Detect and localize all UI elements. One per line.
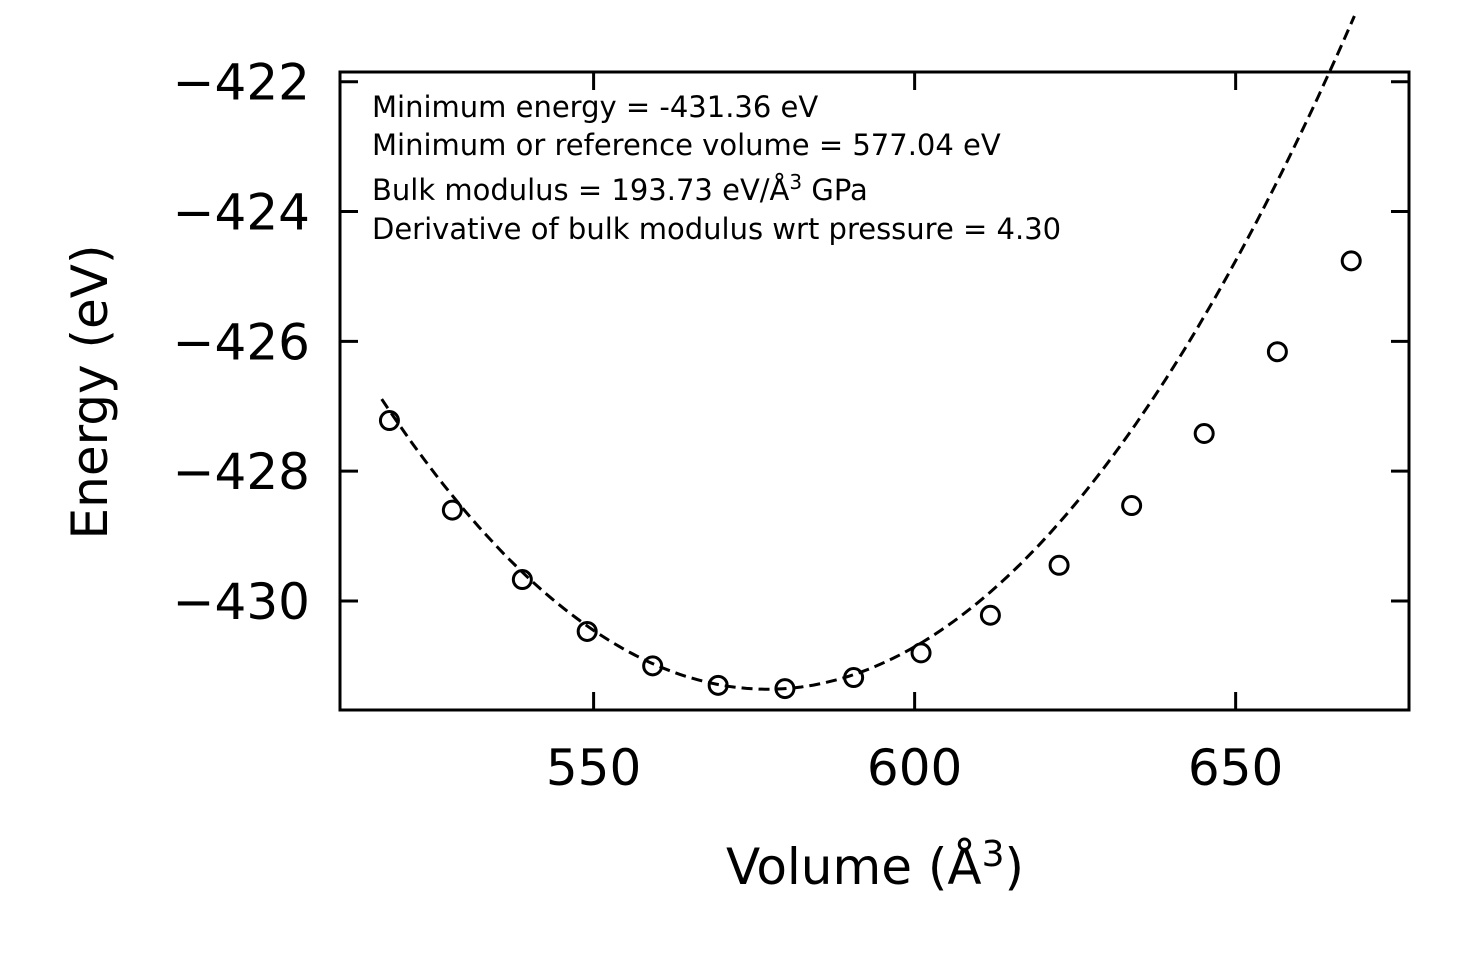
data-point-2: [511, 569, 533, 591]
y-axis-label: Energy (eV): [61, 245, 119, 540]
annotation-min-energy: Minimum energy = -431.36 eV: [372, 90, 818, 124]
tick-labels: 550 600 650 −422 −424 −426 −428 −430: [173, 54, 1284, 797]
data-point-9: [979, 604, 1001, 626]
data-point-11: [1121, 495, 1143, 517]
annotation-bulk-modulus-main: Bulk modulus = 193.73 eV/Å: [372, 173, 790, 207]
data-point-3: [576, 620, 598, 642]
data-point-0: [378, 410, 400, 432]
x-axis-label: Volume (Å3): [726, 834, 1024, 896]
data-point-14: [1340, 250, 1362, 272]
data-point-13: [1266, 341, 1288, 363]
y-tick-label-1: −424: [173, 184, 310, 242]
annotation-ref-volume: Minimum or reference volume = 577.04 eV: [372, 128, 1001, 162]
annotation-bulk-derivative: Derivative of bulk modulus wrt pressure …: [372, 212, 1061, 246]
annotation-bulk-modulus-sup: 3: [789, 170, 802, 194]
data-point-6: [774, 678, 796, 700]
x-axis-label-end: ): [1004, 838, 1024, 896]
fit-curve-group: [380, 15, 1356, 691]
plot-frame: [338, 70, 1411, 712]
data-point-12: [1193, 423, 1215, 445]
y-tick-label-3: −428: [173, 443, 310, 501]
y-tick-label-0: −422: [173, 54, 310, 112]
x-tick-label-550: 550: [546, 739, 641, 797]
y-tick-label-2: −426: [173, 313, 310, 371]
data-points: [378, 250, 1362, 700]
fit-curve: [380, 15, 1356, 691]
x-axis-label-main: Volume (Å: [726, 838, 982, 896]
data-point-10: [1048, 554, 1070, 576]
x-tick-label-650: 650: [1188, 739, 1283, 797]
x-tick-label-600: 600: [867, 739, 962, 797]
data-point-8: [910, 642, 932, 664]
annotation-bulk-modulus-unit: GPa: [802, 173, 868, 207]
data-point-4: [642, 655, 664, 677]
x-axis-label-sup: 3: [982, 834, 1005, 875]
data-point-5: [707, 674, 729, 696]
annotation-bulk-modulus: Bulk modulus = 193.73 eV/Å3 GPa: [372, 170, 868, 207]
data-point-1: [441, 499, 463, 521]
axis-ticks: [340, 72, 1409, 710]
y-tick-label-4: −430: [173, 573, 310, 631]
data-point-7: [843, 667, 865, 689]
